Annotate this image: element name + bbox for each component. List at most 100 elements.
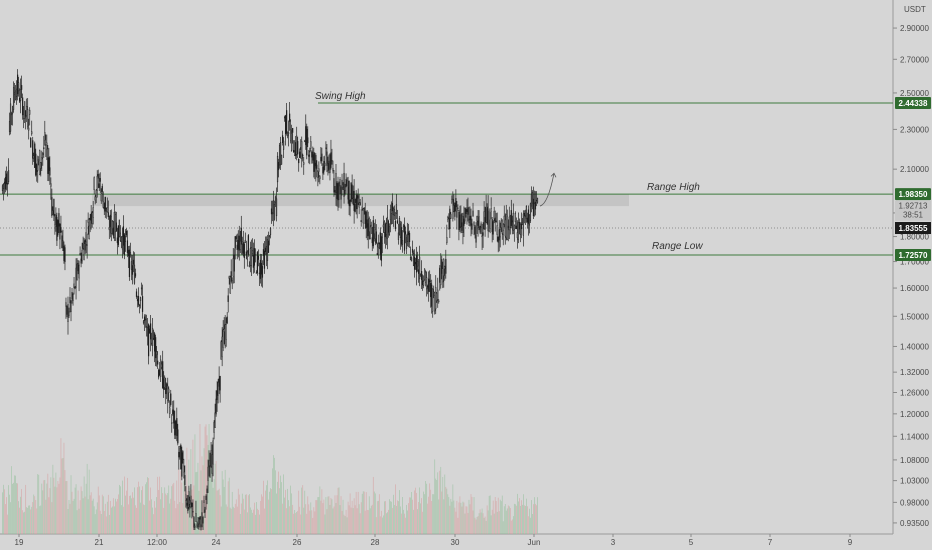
candle-body [424, 268, 426, 281]
volume-bar [90, 492, 92, 534]
time-axis[interactable]: 19 21 12:00 24 26 28 30 Jun 3 5 7 9 [15, 534, 853, 547]
candle-body [258, 272, 261, 275]
candle-body [81, 249, 83, 262]
volume-bar [30, 509, 32, 534]
candle-body [296, 135, 298, 155]
volume-bar [294, 509, 296, 534]
candle-body [385, 223, 387, 236]
horizontal-levels[interactable] [0, 102, 893, 256]
candle-body [285, 115, 287, 135]
volume-bar [23, 512, 25, 534]
candle-body [50, 183, 52, 187]
volume-bar [473, 497, 475, 534]
time-tick-label: 19 [15, 538, 24, 547]
candle-body [481, 235, 483, 238]
volume-bar [233, 508, 235, 534]
volume-bar [164, 487, 166, 534]
candle-body [333, 178, 335, 193]
candle-body [425, 272, 427, 283]
candle-body [464, 208, 466, 222]
volume-bar [177, 504, 179, 534]
volume-bar [130, 495, 131, 534]
candle-body [291, 133, 293, 151]
candle-body [147, 324, 150, 357]
volume-bar [245, 494, 247, 534]
volume-bar [160, 499, 162, 534]
candle-body [307, 137, 309, 144]
candle-body [154, 333, 156, 352]
volume-bar [318, 497, 320, 534]
candle-body [129, 252, 132, 256]
candle-body [156, 351, 158, 355]
volume-bar [129, 495, 130, 534]
volume-bar [94, 514, 96, 534]
volume-bar [472, 510, 474, 534]
candle-body [199, 516, 201, 520]
candle-body [205, 495, 207, 500]
volume-bar [387, 512, 388, 534]
annotation-swing-high: Swing High [315, 91, 366, 102]
candle-body [267, 240, 270, 253]
volume-bar [122, 480, 123, 534]
volume-bar [18, 501, 19, 534]
candle-body [353, 190, 355, 211]
candle-body [55, 214, 57, 227]
candle-body [430, 283, 432, 298]
candle-body [456, 211, 458, 218]
volume-bar [398, 501, 399, 534]
candle-body [519, 223, 521, 235]
volume-bar [401, 513, 402, 534]
volume-bar [87, 499, 89, 534]
candle-body [514, 212, 516, 223]
candle-body [8, 121, 11, 132]
candle-body [51, 197, 53, 216]
volume-bar [512, 516, 514, 534]
volume-bar [111, 506, 113, 534]
candle-body [512, 212, 514, 231]
volume-bar [83, 476, 85, 534]
price-tick-label: 1.70000 [900, 258, 929, 267]
volume-bar [12, 483, 13, 534]
candle-body [137, 295, 140, 305]
candle-body [7, 170, 10, 183]
volume-bar [458, 502, 460, 534]
volume-bar [16, 483, 17, 534]
volume-bar [221, 471, 223, 534]
candle-body [358, 202, 360, 208]
volume-bar [419, 487, 420, 534]
volume-bar [444, 474, 446, 534]
candle-body [178, 451, 180, 458]
candle-body [368, 218, 370, 232]
volume-bar [324, 514, 326, 534]
volume-bar [236, 506, 238, 534]
candle-body [302, 154, 304, 157]
candle-body [130, 261, 133, 270]
candle-body [262, 249, 265, 256]
candle-body [121, 236, 124, 250]
candle-body [59, 223, 61, 240]
volume-bar [69, 503, 71, 534]
volume-bar [128, 504, 129, 534]
candle-body [68, 311, 70, 317]
volume-bar [507, 505, 509, 534]
volume-bar [493, 513, 495, 534]
volume-bar [352, 508, 354, 534]
candle-body [246, 251, 248, 260]
candle-body [287, 133, 289, 137]
candle-body [331, 159, 333, 162]
volume-bar [137, 487, 138, 534]
volume-bar [60, 438, 62, 534]
volume-bar [138, 481, 139, 534]
volume-bar [525, 505, 526, 534]
volume-bar [61, 458, 63, 534]
candle-body [234, 236, 236, 249]
candle-body [278, 145, 281, 166]
candle-body [466, 209, 468, 212]
volume-bar [316, 500, 318, 534]
candle-body [298, 158, 300, 164]
candle-body [398, 217, 401, 235]
candle-body [273, 204, 276, 220]
volume-bar [261, 494, 262, 534]
countdown-text: 38:51 [903, 211, 924, 220]
